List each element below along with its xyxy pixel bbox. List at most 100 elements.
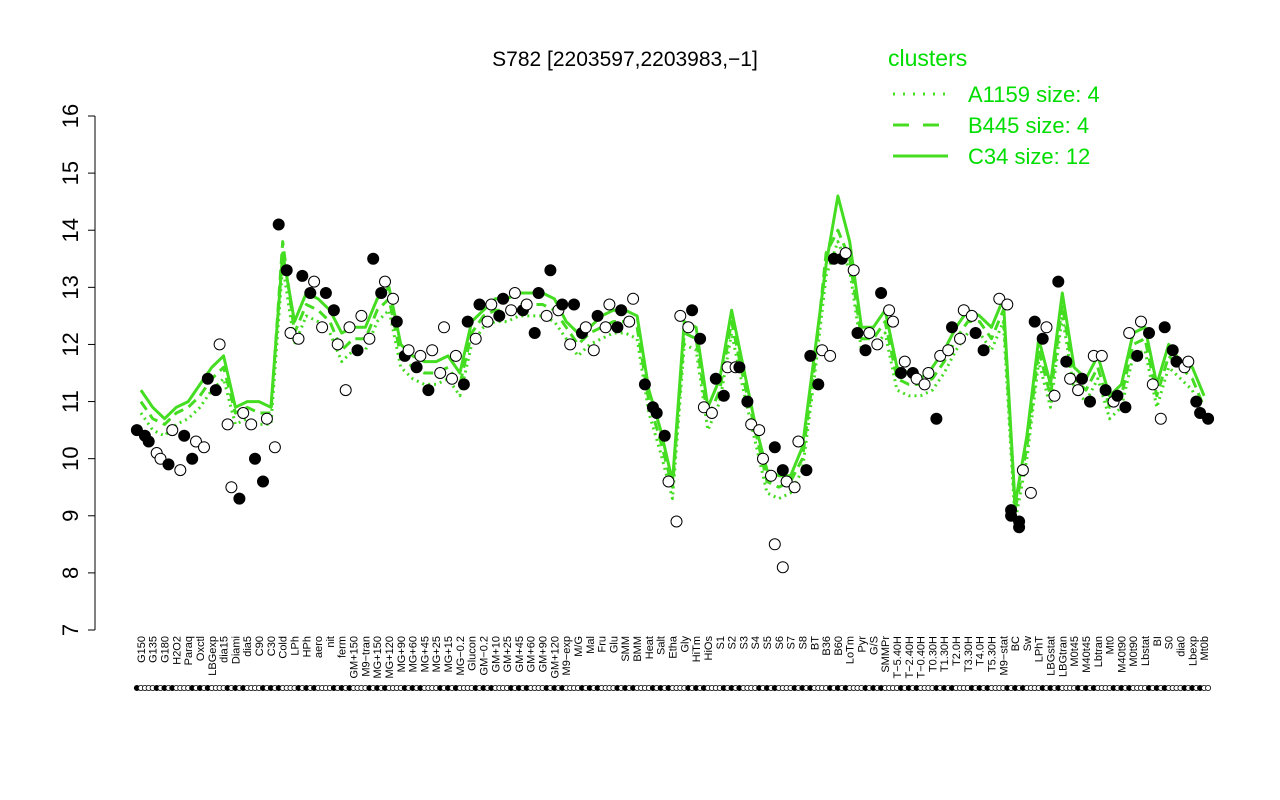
data-point [1095,349,1108,362]
data-point [898,355,911,368]
y-tick-label: 13 [58,275,83,299]
legend-entry-b445: B445 size: 4 [968,113,1089,138]
data-point [410,361,423,374]
y-axis: 7 8 9 10 11 12 13 14 15 16 [58,104,96,636]
data-point [670,515,683,528]
x-tick-label: M0t90 [1128,636,1140,667]
data-point [327,304,340,317]
data-point [768,538,781,551]
data-point [497,292,510,305]
data-point [1024,486,1037,499]
rug-mark [1205,685,1212,692]
x-tick-label: S6 [774,636,786,649]
x-tick-label: Etha [668,635,680,659]
data-point [449,349,462,362]
x-tick-label: LPh [290,636,302,656]
data-point [198,441,210,454]
data-point [260,412,273,425]
y-tick-label: 16 [58,104,83,128]
data-point [847,264,860,277]
x-tick-label: T1.30H [939,636,951,672]
data-point [922,367,935,379]
y-tick-label: 9 [58,510,83,522]
x-tick-label: M9−exp [561,636,573,675]
legend-entry-c34: C34 size: 12 [968,144,1090,169]
data-point [221,418,234,431]
data-point [780,475,793,488]
data-point [1146,378,1159,391]
data-point [1072,384,1085,397]
x-tick-label: GM+90 [538,636,550,672]
y-tick-label: 15 [58,161,83,185]
x-tick-label: M0t45 [1069,636,1081,667]
data-point [1135,315,1147,328]
data-point [792,435,805,448]
data-point [705,407,718,419]
x-tick-label: M/G [573,636,585,657]
data-point [1182,355,1195,368]
data-point [166,424,179,437]
x-tick-label: Heat [644,636,656,659]
x-tick-label: Gly [679,636,691,653]
data-point [249,452,261,465]
data-point [296,269,309,282]
x-tick-label: S0 [1164,636,1176,649]
data-point [733,361,746,374]
x-tick-label: BI [1152,636,1164,646]
x-tick-label: T2.0H [951,636,963,666]
data-point [367,252,380,265]
chart-title: S782 [2203597,2203983,−1] [492,48,758,71]
data-point [579,321,592,334]
data-point [709,372,722,385]
data-point [887,315,899,328]
legend-title: clusters [888,45,967,71]
data-point [1170,355,1183,368]
data-point [993,292,1006,305]
x-tick-label: MG+150 [372,636,384,679]
data-point [339,384,352,397]
data-point [308,275,321,288]
data-point [390,315,403,328]
data-point [1028,315,1041,328]
series-line-dotted [139,240,1206,523]
data-point [284,327,297,339]
data-point [1099,384,1112,397]
data-point [875,287,888,299]
data-point [225,481,238,494]
x-tick-label: G/S [868,636,880,655]
x-tick-label: LPhT [1034,636,1046,663]
data-point [556,298,569,311]
data-point [1064,372,1077,385]
data-point [174,464,187,477]
data-point [1040,321,1053,334]
data-point [946,321,958,334]
data-point [446,372,458,385]
x-tick-label: MG+120 [384,636,396,679]
x-tick-label: T0.30H [927,636,939,672]
data-point [493,309,506,322]
data-point [603,298,616,311]
x-tick-label: GM−0.2 [479,636,491,675]
data-point [623,315,636,328]
data-point [957,304,970,317]
y-tick-label: 11 [58,390,83,413]
data-point [292,332,305,345]
data-point [1194,407,1207,419]
x-tick-label: S3 [738,636,750,649]
data-point [190,435,202,448]
x-tick-label: MG+60 [408,636,420,672]
data-point [800,464,813,477]
data-point [804,349,817,362]
x-tick-label: Oxctl [195,636,207,661]
data-point [776,561,789,574]
x-axis-labels: G150 G135 G180 H2O2 Paraq Oxctl LBGexp dia15 Dia… [136,635,1211,678]
x-tick-label: B36 [821,636,833,656]
x-tick-label: LBGexp [207,636,219,676]
x-tick-label: MG−0.2 [455,636,467,675]
x-tick-label: Cold [278,636,290,659]
data-point [1036,332,1049,345]
x-tick-label: C90 [254,636,266,656]
x-tick-label: HPh [301,636,313,657]
x-tick-label: M9−tran [360,636,372,677]
